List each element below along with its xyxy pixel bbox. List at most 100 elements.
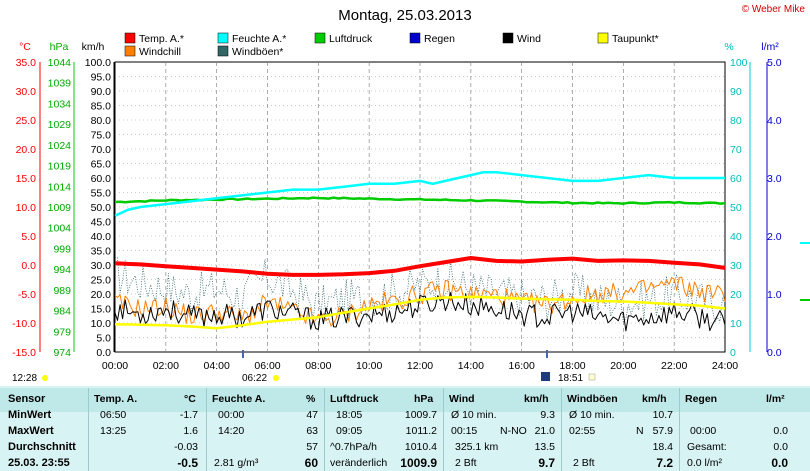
tick-x: 10:00 [356,360,382,372]
max-humid-time: 14:20 [218,425,245,437]
tick-temp: -15.0 [12,347,36,359]
tick-press: 989 [53,285,71,297]
tick-wind: 45.0 [91,217,112,229]
tick-wind: 60.0 [91,173,112,185]
tick-rain: 4.0 [767,115,782,127]
tick-temp: 25.0 [16,115,37,127]
header-press: Luftdruck [330,393,379,405]
row-min-label: MinWert [8,409,52,421]
max-gust-time: 02:55 [569,425,596,437]
legend-swatch-temp [124,32,136,44]
avg-rain-label: Gesamt: [687,441,727,453]
tick-wind: 65.0 [91,159,112,171]
tick-wind: 30.0 [91,260,112,272]
tick-press: 1004 [48,223,72,235]
header-wind: Wind [449,393,475,405]
max-temp-time: 13:25 [100,425,127,437]
tick-wind: 5.0 [96,333,111,345]
max-gust-direction: N [636,425,644,437]
tick-humid: 60 [730,173,742,185]
now-press-value: 1009.9 [400,456,437,470]
legend-swatch-dew [597,32,609,44]
legend-label-temp: Temp. A.* [139,33,184,45]
max-rain-value: 0.0 [773,425,788,437]
tick-x: 02:00 [153,360,179,372]
tick-press: 1014 [48,181,72,193]
tick-temp: 15.0 [16,173,37,185]
axis-label-temp: °C [19,41,31,53]
now-humid-value: 60 [304,456,318,470]
max-wind-value: 21.0 [534,425,555,437]
min-wind-time: Ø 10 min. [451,409,497,421]
axis-label-wind: km/h [82,41,105,53]
tick-wind: 20.0 [91,289,112,301]
avg-wind-distance: 325.1 km [455,441,499,453]
tick-temp: -5.0 [18,289,36,301]
tick-temp: 0.0 [21,260,36,272]
moon-marker [588,373,596,381]
header-gust: Windböen [567,393,618,405]
tick-rain: 1.0 [767,289,782,301]
min-temp-time: 06:50 [100,409,127,421]
tick-rain: 0.0 [767,347,782,359]
tick-temp: 5.0 [21,231,36,243]
tick-wind: 80.0 [91,115,112,127]
tick-x: 16:00 [509,360,535,372]
tick-x: 08:00 [305,360,331,372]
tick-temp: 35.0 [16,57,37,69]
tick-press: 1044 [48,57,72,69]
now-gust-bft: 2 Bft [573,457,595,469]
tick-press: 979 [53,326,71,338]
max-press-value: 1011.2 [405,425,437,437]
legend-label-humid: Feuchte A.* [232,33,286,45]
stats-table: Sensor Temp. A. °C Feuchte A. % Luftdruc… [0,386,810,471]
tick-wind: 25.0 [91,275,112,287]
avg-press-value: 1010.4 [404,441,437,453]
legend-swatch-rain [409,32,421,44]
tick-x: 04:00 [204,360,230,372]
now-gust-value: 7.2 [656,456,673,470]
min-wind-value: 9.3 [540,409,555,421]
legend-swatch-windchill [124,45,136,57]
legend-label-rain: Regen [424,33,455,45]
series-gust [114,257,726,323]
min-gust-value: 10.7 [652,409,673,421]
now-wind-value: 9.7 [538,456,555,470]
tick-press: 984 [53,306,71,318]
legend-swatch-press [314,32,326,44]
tick-humid: 90 [730,86,742,98]
tick-temp: 30.0 [16,86,37,98]
max-wind-direction: N-NO [500,425,527,437]
sun-icon [42,375,48,381]
axis-label-press: hPa [50,41,69,53]
header-rain-unit: l/m² [766,393,785,405]
tick-x: 18:00 [559,360,585,372]
weather-chart: Montag, 25.03.2013 © Weber Mike Temp. A.* F… [12,4,810,384]
header-rain: Regen [685,393,718,405]
tick-x: 06:00 [254,360,280,372]
tick-humid: 10 [730,318,742,330]
avg-gust-value: 18.4 [652,441,673,453]
legend-swatch-humid [217,32,229,44]
header-gust-unit: km/h [642,393,667,405]
tick-humid: 70 [730,144,742,156]
axis-label-humid: % [724,41,733,53]
min-temp-value: -1.7 [179,409,198,421]
legend-label-wind: Wind [517,33,541,45]
tick-temp: 10.0 [16,202,37,214]
row-avg-label: Durchschnitt [8,441,76,453]
moon-icon [541,372,550,381]
avg-temp-value: -0.03 [174,441,198,453]
max-wind-time: 00:15 [451,425,478,437]
avg-rain-value: 0.0 [773,441,788,453]
avg-press-trend: ^0.7hPa/h [330,441,377,453]
tick-wind: 85.0 [91,101,112,113]
now-rain-value: 0.0 [771,456,788,470]
header-temp: Temp. A. [94,393,138,405]
sun-icon [273,375,279,381]
copyright: © Weber Mike [742,4,806,15]
tick-press: 974 [53,347,71,359]
tick-rain: 5.0 [767,57,782,69]
tick-humid: 80 [730,115,742,127]
legend-label-gust: Windböen* [232,46,283,58]
